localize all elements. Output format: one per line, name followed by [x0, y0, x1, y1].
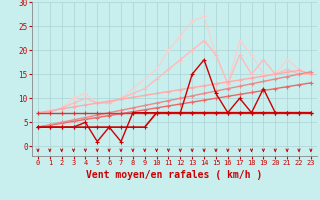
X-axis label: Vent moyen/en rafales ( km/h ): Vent moyen/en rafales ( km/h )	[86, 170, 262, 180]
